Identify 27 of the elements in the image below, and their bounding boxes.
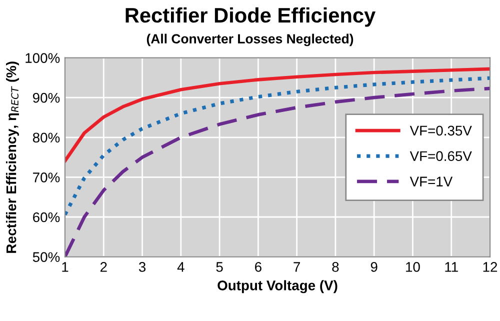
x-tick-label: 4 (177, 262, 184, 272)
x-axis-title: Output Voltage (V) (218, 280, 338, 294)
chart-subtitle: (All Converter Losses Neglected) (146, 34, 354, 46)
x-tick-label: 8 (332, 262, 339, 272)
x-tick-label: 6 (255, 262, 262, 272)
x-tick-label: 2 (100, 262, 107, 272)
y-tick-label: 80% (32, 132, 60, 143)
y-tick-label: 50% (32, 252, 60, 262)
x-tick-label: 10 (406, 262, 420, 272)
y-tick-label: 100% (26, 53, 60, 63)
x-tick-label: 11 (445, 262, 458, 272)
x-tick-label: 12 (483, 262, 498, 272)
x-tick-label: 9 (370, 262, 378, 272)
x-tick-label: 1 (62, 262, 68, 272)
line-series (65, 76, 490, 216)
legend-label: VF=0.65V (410, 151, 472, 162)
x-tick-label: 7 (294, 262, 300, 272)
y-tick-label: 60% (33, 212, 60, 222)
y-tick-label: 90% (32, 92, 60, 103)
legend-label: VF=0.35V (410, 126, 472, 136)
x-tick-label: 5 (216, 262, 223, 272)
y-tick-label: 70% (33, 172, 60, 182)
line-series (65, 67, 490, 163)
y-axis-title: Rectifier Efficiency, η$_{RECT}$ (%) (6, 62, 19, 253)
chart-title: Rectifier Diode Efficiency (126, 7, 376, 27)
x-tick-label: 3 (138, 262, 146, 272)
legend-label: VF=1V (410, 176, 453, 186)
